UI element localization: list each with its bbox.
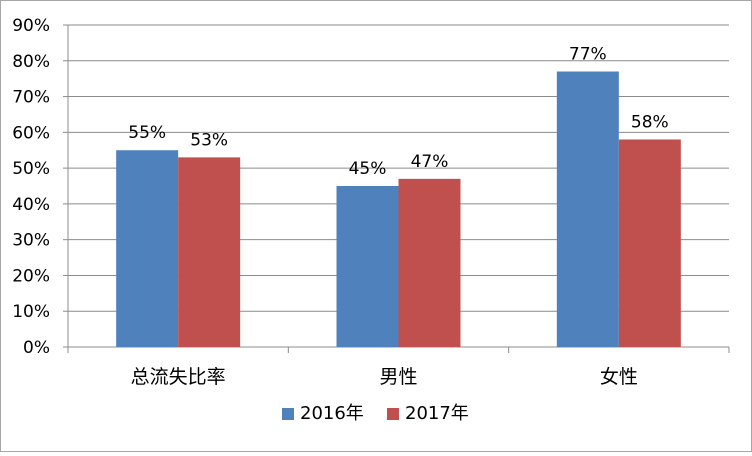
bar — [116, 150, 179, 347]
x-tick-label: 总流失比率 — [131, 366, 226, 388]
y-tick-label: 30% — [12, 231, 50, 251]
legend-swatch — [387, 408, 399, 420]
y-tick-label: 0% — [23, 338, 50, 358]
y-tick-label: 50% — [12, 159, 50, 179]
legend: 2016年 2017年 — [282, 403, 469, 424]
legend-label: 2016年 — [300, 403, 364, 424]
bar — [336, 186, 399, 347]
y-tick-label: 90% — [12, 16, 50, 36]
y-tick-label: 70% — [12, 88, 50, 108]
data-label: 55% — [128, 123, 166, 143]
bar — [618, 139, 681, 347]
y-tick-label: 20% — [12, 266, 50, 286]
data-labels: 55% 53% 45% 47% 77% 58% — [128, 45, 668, 179]
x-axis-tick-labels: 总流失比率 男性 女性 — [131, 366, 638, 388]
bar — [398, 178, 461, 347]
legend-swatch — [282, 408, 294, 420]
y-tick-label: 10% — [12, 302, 50, 322]
data-label: 53% — [190, 130, 228, 150]
bar — [178, 157, 241, 347]
y-tick-label: 40% — [12, 195, 50, 215]
bars — [116, 71, 681, 347]
x-tick-label: 女性 — [600, 366, 638, 388]
data-label: 47% — [411, 152, 449, 172]
y-axis-tick-labels: 0% 10% 20% 30% 40% 50% 60% 70% 80% 90% — [12, 16, 50, 358]
y-tick-label: 80% — [12, 52, 50, 72]
data-label: 58% — [631, 112, 669, 132]
x-tick-label: 男性 — [379, 366, 417, 388]
y-tick-label: 60% — [12, 123, 50, 143]
legend-label: 2017年 — [405, 403, 469, 424]
data-label: 45% — [349, 159, 387, 179]
data-label: 77% — [569, 45, 607, 65]
bar — [556, 71, 619, 347]
